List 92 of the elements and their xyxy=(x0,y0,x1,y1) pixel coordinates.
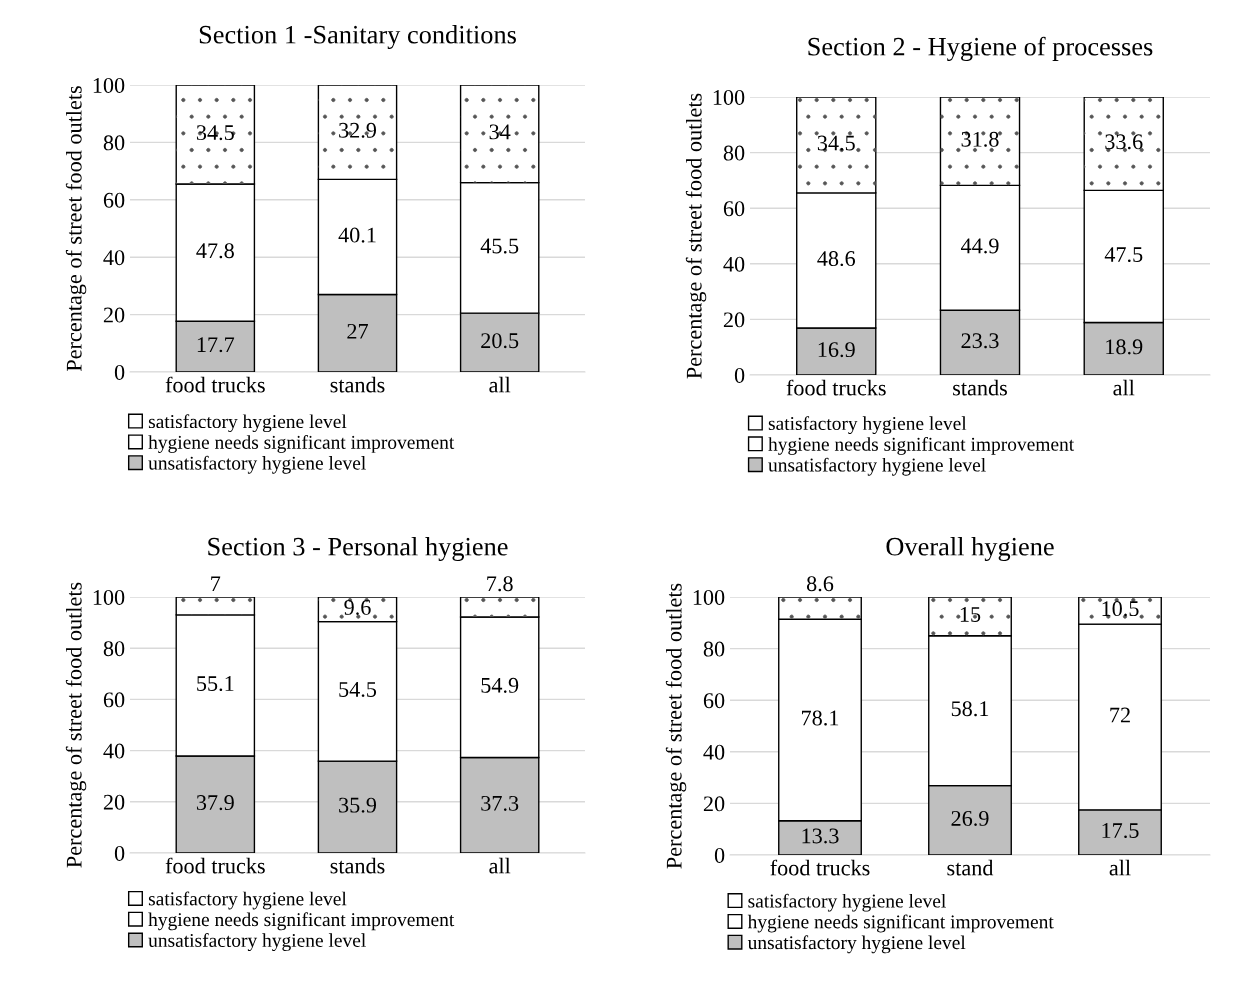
x-tick-label: food trucks xyxy=(165,376,265,393)
data-label: 16.9 xyxy=(818,342,855,358)
legend-label: hygiene needs significant improvement xyxy=(768,436,1075,455)
x-tick-label: stands xyxy=(953,379,1007,396)
legend-label: satisfactory hygiene level xyxy=(768,416,967,435)
y-tick-label: 20 xyxy=(723,312,745,328)
y-tick-label: 80 xyxy=(703,641,725,657)
x-tick-label: food trucks xyxy=(770,859,870,876)
data-label: 37.9 xyxy=(196,795,234,811)
y-tick-label: 40 xyxy=(103,743,125,759)
data-label: 47.8 xyxy=(196,243,234,259)
chart-title: Section 1 -Sanitary conditions xyxy=(199,25,516,50)
y-tick-label: 20 xyxy=(103,794,125,810)
y-tick-label: 60 xyxy=(103,692,125,708)
y-tick-label: 80 xyxy=(103,641,125,657)
data-label: 54.5 xyxy=(339,682,377,697)
legend-label: unsatisfactory hygiene level xyxy=(148,933,366,951)
y-tick-label: 100 xyxy=(693,589,725,605)
x-tick-label: food trucks xyxy=(165,857,265,874)
y-tick-label: 60 xyxy=(103,192,125,208)
y-tick-label: 80 xyxy=(723,145,745,161)
data-label: 44.9 xyxy=(960,238,999,254)
y-tick-label: 0 xyxy=(714,847,725,863)
data-label: 17.7 xyxy=(197,337,235,353)
data-label: 13.3 xyxy=(802,828,839,844)
legend-label: unsatisfactory hygiene level xyxy=(768,457,986,476)
data-label: 47.5 xyxy=(1104,247,1143,263)
data-label: 27 xyxy=(347,323,368,339)
data-label: 58.1 xyxy=(951,701,989,717)
data-label: 10.5 xyxy=(1102,601,1139,617)
data-label: 33.6 xyxy=(1105,134,1143,150)
chart-title: Section 3 - Personal hygiene xyxy=(208,537,508,562)
data-label: 23.3 xyxy=(961,333,999,349)
y-tick-label: 80 xyxy=(103,135,125,151)
legend-label: hygiene needs significant improvement xyxy=(148,912,455,931)
legend-label: satisfactory hygiene level xyxy=(148,414,347,433)
legend-label: satisfactory hygiene level xyxy=(148,891,347,910)
data-label: 54.9 xyxy=(481,677,519,693)
y-tick-label: 40 xyxy=(723,256,745,272)
y-tick-label: 0 xyxy=(114,845,125,861)
data-label: 34 xyxy=(489,124,511,140)
legend-label: unsatisfactory hygiene level xyxy=(148,455,366,474)
x-tick-label: food trucks xyxy=(786,379,886,396)
legend-label: satisfactory hygiene level xyxy=(748,893,946,912)
data-label: 35.9 xyxy=(339,797,377,813)
legend-label: hygiene needs significant improvement xyxy=(747,914,1054,933)
x-tick-label: all xyxy=(489,857,511,874)
data-label: 18.9 xyxy=(1106,339,1143,355)
y-axis-title: Percentage of street food outlets xyxy=(685,93,707,379)
x-tick-label: all xyxy=(1113,379,1135,396)
y-tick-label: 100 xyxy=(713,89,745,105)
y-tick-label: 0 xyxy=(734,367,745,383)
y-tick-label: 60 xyxy=(703,693,725,709)
y-tick-label: 40 xyxy=(103,250,125,266)
data-label: 40.1 xyxy=(338,227,376,243)
x-tick-label: stands xyxy=(330,857,385,874)
data-label: 9.6 xyxy=(344,599,371,615)
y-axis-title: Percentage of street food outlets xyxy=(65,86,87,372)
data-label: 20.5 xyxy=(481,333,519,349)
y-tick-label: 100 xyxy=(93,589,125,605)
data-label: 55.1 xyxy=(197,676,234,692)
data-label: 32.9 xyxy=(339,122,377,138)
data-label: 31.8 xyxy=(961,131,999,147)
data-label: 45.5 xyxy=(480,238,519,254)
x-tick-label: stands xyxy=(330,376,385,393)
data-label: 48.6 xyxy=(817,251,856,267)
y-tick-label: 20 xyxy=(703,796,725,812)
x-tick-label: stand xyxy=(947,859,994,876)
legend-label: unsatisfactory hygiene level xyxy=(747,935,966,954)
y-tick-label: 60 xyxy=(723,201,745,217)
y-tick-label: 0 xyxy=(114,364,125,380)
data-label: 8.6 xyxy=(806,576,834,592)
data-label: 34.5 xyxy=(817,135,855,151)
x-tick-label: all xyxy=(489,376,511,393)
y-axis-title: Percentage of street food outlets xyxy=(65,582,87,868)
chart-title: Overall hygiene xyxy=(886,537,1054,562)
y-tick-label: 20 xyxy=(103,307,125,323)
data-label: 15 xyxy=(960,607,981,622)
legend-label: hygiene needs significant improvement xyxy=(148,435,455,453)
data-label: 17.5 xyxy=(1102,823,1139,839)
data-label: 72 xyxy=(1110,707,1130,723)
x-tick-label: all xyxy=(1109,859,1131,876)
data-label: 7.8 xyxy=(487,576,513,592)
y-tick-label: 40 xyxy=(703,744,725,760)
y-tick-label: 100 xyxy=(93,77,125,93)
data-label: 37.3 xyxy=(481,795,519,811)
chart-title: Section 2 - Hygiene of processes xyxy=(808,36,1153,62)
data-label: 34.5 xyxy=(196,125,234,141)
data-label: 26.9 xyxy=(951,810,989,826)
data-label: 78.1 xyxy=(802,710,839,726)
y-axis-title: Percentage of street food outlets xyxy=(665,583,687,869)
data-label: 7 xyxy=(211,576,221,591)
